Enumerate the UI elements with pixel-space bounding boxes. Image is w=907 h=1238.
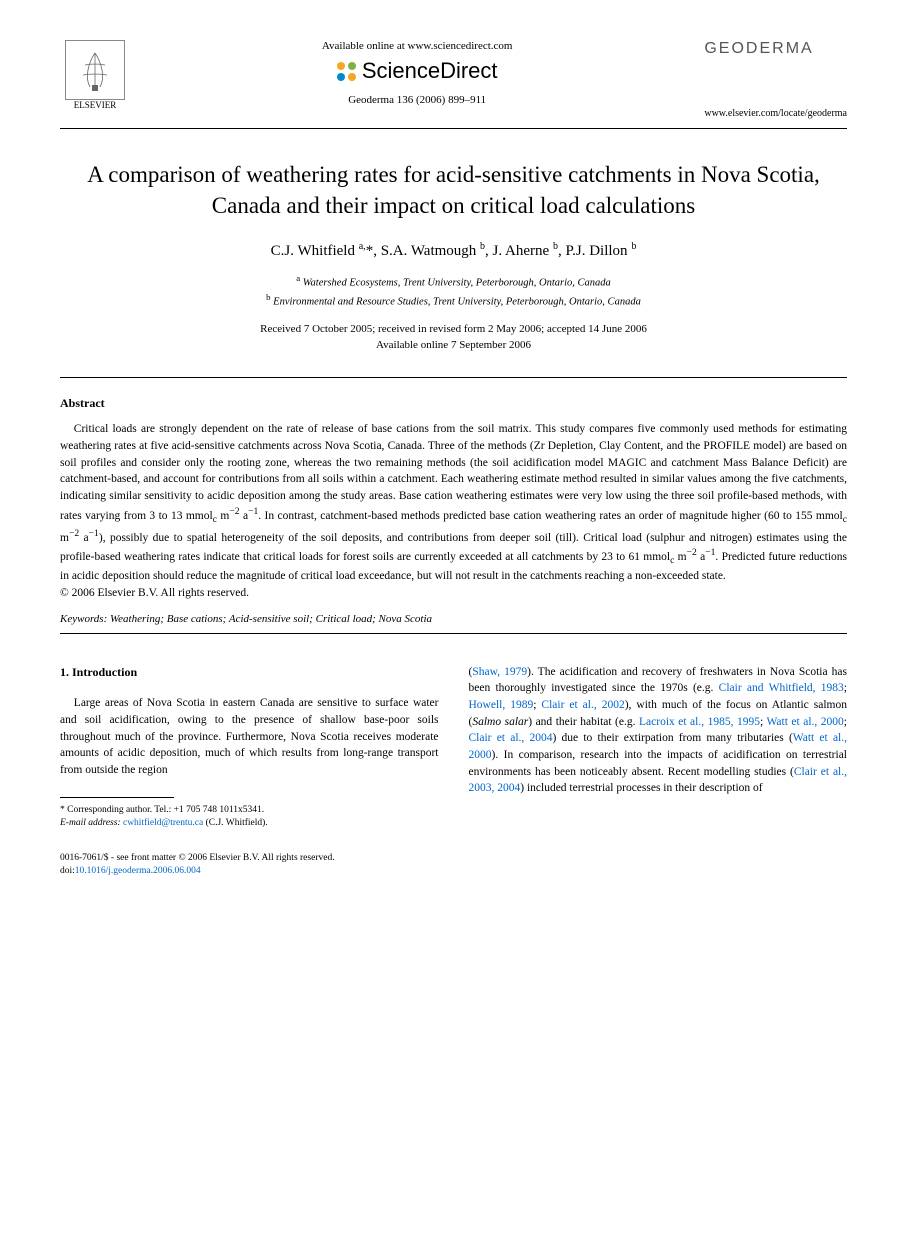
elsevier-logo: ELSEVIER: [60, 40, 130, 120]
article-title: A comparison of weathering rates for aci…: [60, 159, 847, 221]
journal-url[interactable]: www.elsevier.com/locate/geoderma: [704, 108, 847, 119]
corresponding-author-note: * Corresponding author. Tel.: +1 705 748…: [60, 804, 439, 831]
sd-dot: [337, 62, 345, 70]
corresponding-email-line: E-mail address: cwhitfield@trentu.ca (C.…: [60, 817, 439, 830]
author-list: C.J. Whitfield a,*, S.A. Watmough b, J. …: [60, 241, 847, 260]
email-link[interactable]: cwhitfield@trentu.ca: [123, 818, 203, 828]
column-right: (Shaw, 1979). The acidification and reco…: [469, 664, 848, 879]
intro-para-1: Large areas of Nova Scotia in eastern Ca…: [60, 695, 439, 778]
article-dates: Received 7 October 2005; received in rev…: [60, 322, 847, 353]
body-columns: 1. Introduction Large areas of Nova Scot…: [60, 664, 847, 879]
received-date: Received 7 October 2005; received in rev…: [60, 322, 847, 337]
journal-logo: GEODERMA: [704, 40, 847, 58]
keywords-text: Weathering; Base cations; Acid-sensitive…: [110, 613, 432, 625]
sd-dots-icon: [337, 62, 356, 81]
corresponding-tel: * Corresponding author. Tel.: +1 705 748…: [60, 804, 439, 817]
affiliation-b: b Environmental and Resource Studies, Tr…: [60, 291, 847, 310]
keywords-line: Keywords: Weathering; Base cations; Acid…: [60, 613, 847, 625]
sd-dot: [348, 62, 356, 70]
elsevier-label: ELSEVIER: [74, 100, 117, 110]
abstract-top-rule: [60, 377, 847, 378]
available-online-text: Available online at www.sciencedirect.co…: [130, 40, 704, 52]
footnote-separator: [60, 797, 174, 798]
abstract-bottom-rule: [60, 633, 847, 634]
doi-line: doi:10.1016/j.geoderma.2006.06.004: [60, 865, 439, 878]
journal-citation: Geoderma 136 (2006) 899–911: [130, 94, 704, 106]
affiliation-a: a Watershed Ecosystems, Trent University…: [60, 272, 847, 291]
doi-link[interactable]: 10.1016/j.geoderma.2006.06.004: [75, 866, 201, 876]
abstract-copyright: © 2006 Elsevier B.V. All rights reserved…: [60, 587, 847, 599]
intro-heading: 1. Introduction: [60, 664, 439, 681]
column-left: 1. Introduction Large areas of Nova Scot…: [60, 664, 439, 879]
header-rule: [60, 128, 847, 129]
abstract-heading: Abstract: [60, 396, 847, 411]
footer-meta: 0016-7061/$ - see front matter © 2006 El…: [60, 852, 439, 879]
elsevier-tree-icon: [65, 40, 125, 100]
front-matter-line: 0016-7061/$ - see front matter © 2006 El…: [60, 852, 439, 865]
sd-dot: [337, 73, 345, 81]
intro-para-2: (Shaw, 1979). The acidification and reco…: [469, 664, 848, 797]
right-header: GEODERMA www.elsevier.com/locate/geoderm…: [704, 40, 847, 119]
page-header: ELSEVIER Available online at www.science…: [60, 40, 847, 120]
abstract-body: Critical loads are strongly dependent on…: [60, 421, 847, 585]
keywords-label: Keywords:: [60, 613, 107, 625]
sciencedirect-logo: ScienceDirect: [130, 58, 704, 84]
sciencedirect-text: ScienceDirect: [362, 58, 498, 84]
affiliations: a Watershed Ecosystems, Trent University…: [60, 272, 847, 310]
available-online-date: Available online 7 September 2006: [60, 338, 847, 353]
sd-dot: [348, 73, 356, 81]
center-header: Available online at www.sciencedirect.co…: [130, 40, 704, 106]
